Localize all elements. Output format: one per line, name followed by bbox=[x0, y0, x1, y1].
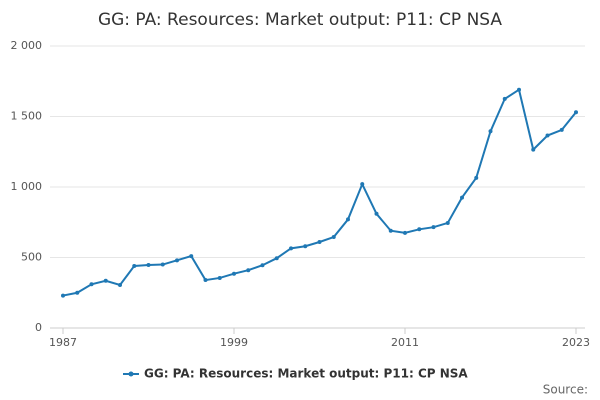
point bbox=[246, 268, 251, 273]
series-line bbox=[62, 88, 577, 297]
point bbox=[61, 293, 65, 298]
point bbox=[460, 195, 464, 200]
point bbox=[531, 147, 536, 152]
point bbox=[545, 133, 550, 138]
point bbox=[217, 275, 222, 280]
point bbox=[445, 220, 450, 225]
point bbox=[403, 230, 407, 235]
point bbox=[203, 278, 208, 283]
point bbox=[346, 217, 350, 222]
point bbox=[260, 263, 265, 268]
point bbox=[502, 96, 507, 101]
point bbox=[303, 244, 308, 249]
point bbox=[175, 258, 179, 263]
point bbox=[274, 256, 279, 261]
point bbox=[289, 246, 293, 251]
point bbox=[146, 262, 151, 267]
y-tick-label: 1 000 bbox=[11, 180, 43, 193]
point bbox=[189, 254, 194, 259]
point bbox=[89, 282, 94, 287]
point bbox=[360, 182, 365, 187]
x-tick-label: 1987 bbox=[49, 336, 77, 349]
y-tick-label: 1 500 bbox=[11, 110, 43, 123]
point bbox=[132, 263, 137, 268]
point bbox=[118, 282, 122, 287]
source: Source: bbox=[543, 383, 588, 397]
point bbox=[488, 129, 493, 134]
x-tick-label: 2011 bbox=[391, 336, 419, 349]
point bbox=[417, 227, 422, 232]
point bbox=[517, 87, 521, 92]
point bbox=[331, 235, 336, 240]
y-tick-label: 500 bbox=[21, 251, 42, 264]
legend-marker bbox=[128, 371, 134, 377]
point bbox=[474, 175, 479, 180]
legend-label: GG: PA: Resources: Market output: P11: C… bbox=[144, 367, 468, 381]
point bbox=[232, 271, 236, 276]
point bbox=[374, 211, 379, 216]
point bbox=[431, 225, 436, 230]
y-tick-label: 0 bbox=[35, 321, 42, 334]
point bbox=[388, 228, 393, 233]
point bbox=[160, 262, 165, 267]
x-tick-label: 2023 bbox=[562, 336, 590, 349]
point bbox=[574, 110, 578, 115]
point bbox=[559, 127, 564, 132]
point bbox=[103, 278, 108, 283]
x-tick-label: 1999 bbox=[220, 336, 248, 349]
point bbox=[75, 290, 80, 295]
y-tick-label: 2 000 bbox=[11, 39, 43, 52]
chart-title: GG: PA: Resources: Market output: P11: C… bbox=[98, 10, 502, 30]
point bbox=[317, 239, 322, 244]
